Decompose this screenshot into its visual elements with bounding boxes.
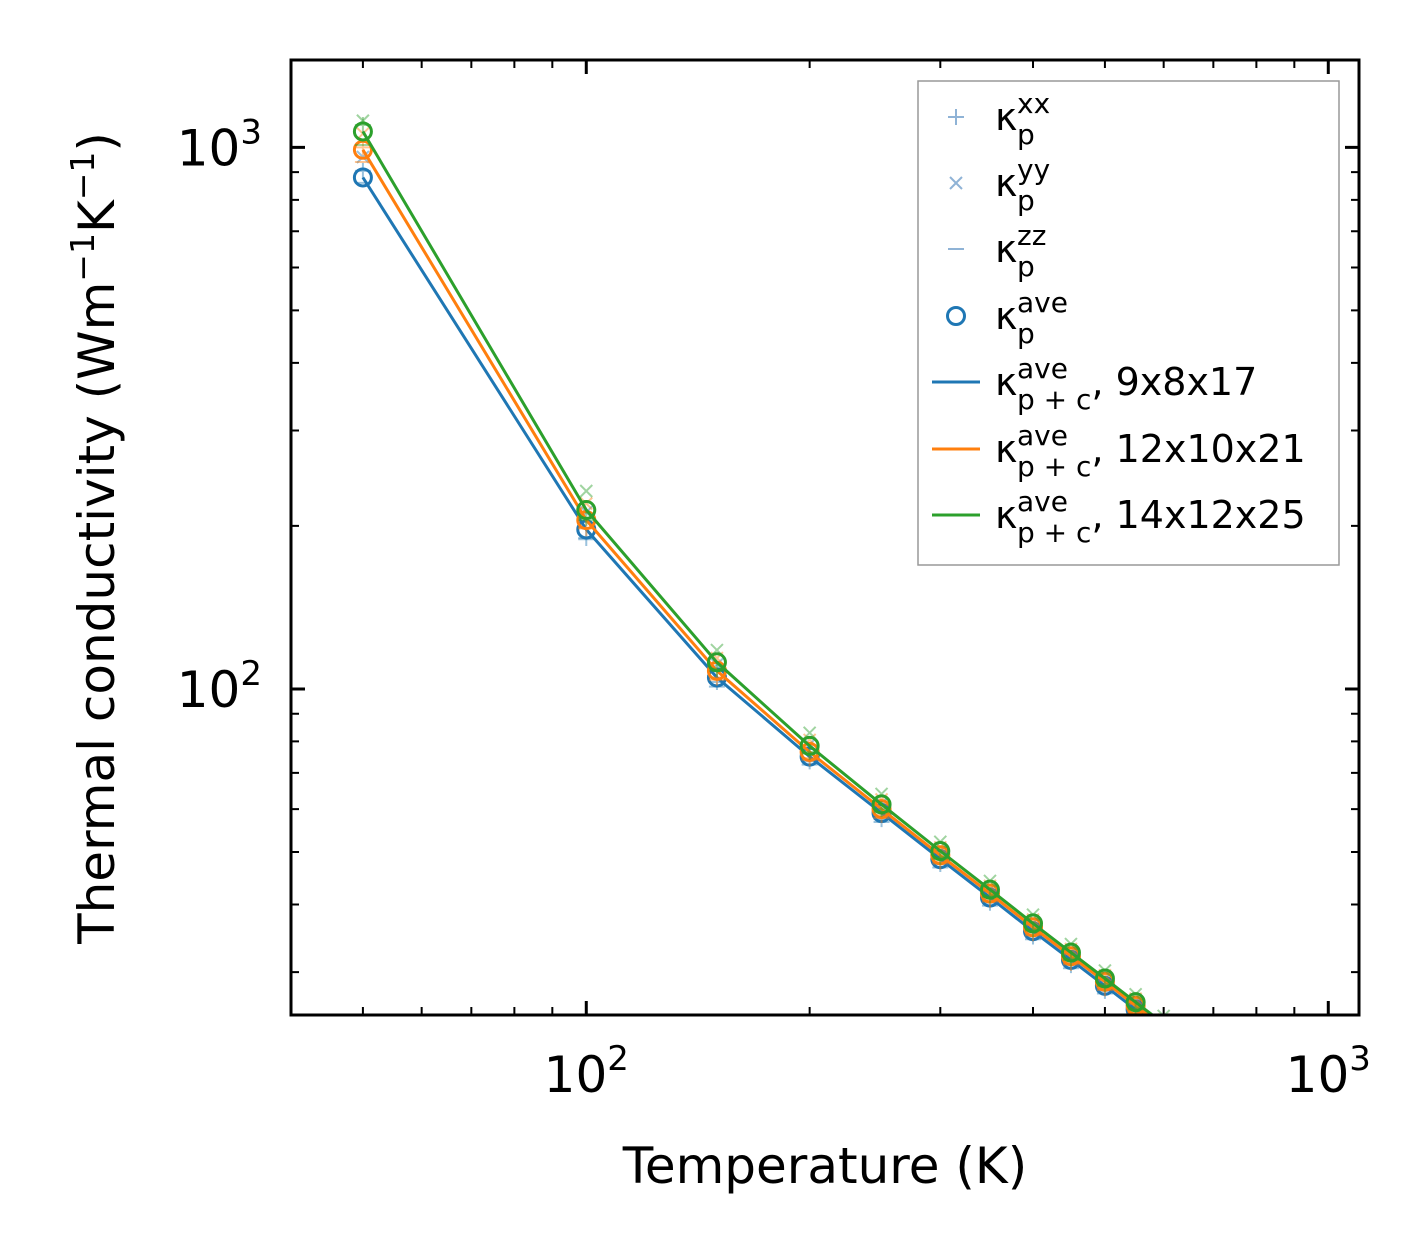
legend-entry-ave-12x10x21: κave p + c, 12x10x21 xyxy=(932,419,1306,483)
legend-x-marker xyxy=(949,176,963,190)
legend-entry-ave-14x12x25: κave p + c, 14x12x25 xyxy=(932,485,1306,549)
data-point-14x12x25-ave-350 xyxy=(979,879,1000,900)
x-tick-label-base: 10 xyxy=(1286,1046,1350,1104)
data-point-9x8x17-ave-50 xyxy=(352,167,373,188)
x-tick-label-exp: 3 xyxy=(1349,1039,1371,1079)
series-14x12x25 xyxy=(352,114,1171,1015)
data-point-12x10x21-yy-100 xyxy=(579,496,593,511)
legend-label: κyy p xyxy=(995,153,1050,217)
x-tick-label-base: 10 xyxy=(544,1046,608,1104)
x-tick-label-1000: 103 xyxy=(1286,1039,1371,1104)
y-axis-label: Thermal conductivity (Wm−1K−1) xyxy=(63,132,126,945)
x-tick-label-exp: 2 xyxy=(607,1039,629,1079)
legend-superscript: ave xyxy=(1017,485,1068,518)
legend-superscript: xx xyxy=(1017,87,1050,120)
legend-label: κzz p xyxy=(995,219,1046,283)
legend-superscript: ave xyxy=(1017,419,1068,452)
y-axis-label-mid: K xyxy=(68,199,126,233)
data-point-14x12x25-ave-150 xyxy=(706,652,727,673)
y-tick-label-1000: 103 xyxy=(177,112,262,177)
legend-suffix: , 12x10x21 xyxy=(1091,427,1305,471)
legend-kappa: κ xyxy=(995,493,1017,537)
series-line-12x10x21 xyxy=(361,149,1151,1015)
data-point-14x12x25-ave-250 xyxy=(871,794,892,815)
series-line-14x12x25 xyxy=(361,130,1155,1015)
legend-suffix: , 9x8x17 xyxy=(1091,360,1257,404)
data-point-14x12x25-ave-550 xyxy=(1125,992,1146,1013)
legend-label: κave p xyxy=(995,286,1068,350)
data-point-14x12x25-ave-450 xyxy=(1060,942,1081,963)
legend-subscript: p + c xyxy=(1017,516,1091,549)
y-tick-label-exp: 3 xyxy=(240,112,262,152)
legend-entry-ave-9x8x17: κave p + c, 9x8x17 xyxy=(932,352,1257,416)
legend-circle-marker xyxy=(946,306,966,326)
legend-kappa: κ xyxy=(995,427,1017,471)
legend-subscript: p xyxy=(1017,184,1035,217)
data-point-14x12x25-ave-500 xyxy=(1094,968,1115,989)
x-tick-label-100: 102 xyxy=(544,1039,629,1104)
legend-label: κave p + c, 9x8x17 xyxy=(995,352,1257,416)
legend-entry-ave: κave p xyxy=(946,286,1068,350)
y-axis-label-main: Thermal conductivity (Wm xyxy=(68,282,126,945)
legend-subscript: p xyxy=(1017,317,1035,350)
legend-kappa: κ xyxy=(995,360,1017,404)
legend-plus-marker xyxy=(948,109,964,125)
plot-data-layer xyxy=(352,114,1171,1015)
legend-subscript: p xyxy=(1017,250,1035,283)
legend-superscript: ave xyxy=(1017,286,1068,319)
legend-superscript: ave xyxy=(1017,352,1068,385)
y-tick-label-base: 10 xyxy=(177,661,241,719)
y-tick-label-exp: 2 xyxy=(240,654,262,694)
y-axis-label-exp1: −1 xyxy=(63,233,102,282)
data-point-14x12x25-ave-300 xyxy=(930,841,951,862)
legend-kappa: κ xyxy=(995,227,1017,271)
legend-label: κave p + c, 14x12x25 xyxy=(995,485,1306,549)
axes-frame xyxy=(289,58,1361,1017)
legend-kappa: κ xyxy=(995,294,1017,338)
legend-entry-xx: κxx p xyxy=(948,87,1050,151)
data-point-14x12x25-yy-600 xyxy=(1156,1009,1171,1015)
data-point-14x12x25-ave-50 xyxy=(352,121,373,142)
x-axis-label: Temperature (K) xyxy=(622,1137,1027,1195)
y-axis-label-end: ) xyxy=(68,132,126,152)
data-point-14x12x25-ave-400 xyxy=(1023,913,1044,934)
series-line-9x8x17 xyxy=(361,176,1146,1015)
y-tick-label-100: 102 xyxy=(177,654,262,719)
legend-suffix: , 14x12x25 xyxy=(1091,493,1305,537)
legend-label: κxx p xyxy=(995,87,1050,151)
legend-kappa: κ xyxy=(995,161,1017,205)
legend-subscript: p + c xyxy=(1017,450,1091,483)
data-point-14x12x25-ave-200 xyxy=(799,735,820,756)
legend-frame xyxy=(917,80,1340,566)
data-point-14x12x25-yy-100 xyxy=(579,484,593,498)
legend-subscript: p xyxy=(1017,118,1035,151)
data-point-14x12x25-ave-100 xyxy=(576,500,597,521)
legend-kappa: κ xyxy=(995,95,1017,139)
legend-entry-yy: κyy p xyxy=(949,153,1050,217)
y-axis-label-exp2: −1 xyxy=(63,152,102,201)
y-tick-label-base: 10 xyxy=(177,119,241,177)
legend-superscript: zz xyxy=(1017,219,1046,252)
legend-superscript: yy xyxy=(1017,153,1050,186)
legend-subscript: p + c xyxy=(1017,383,1091,416)
legend-label: κave p + c, 12x10x21 xyxy=(995,419,1306,483)
legend-entry-zz: κzz p xyxy=(948,219,1046,283)
